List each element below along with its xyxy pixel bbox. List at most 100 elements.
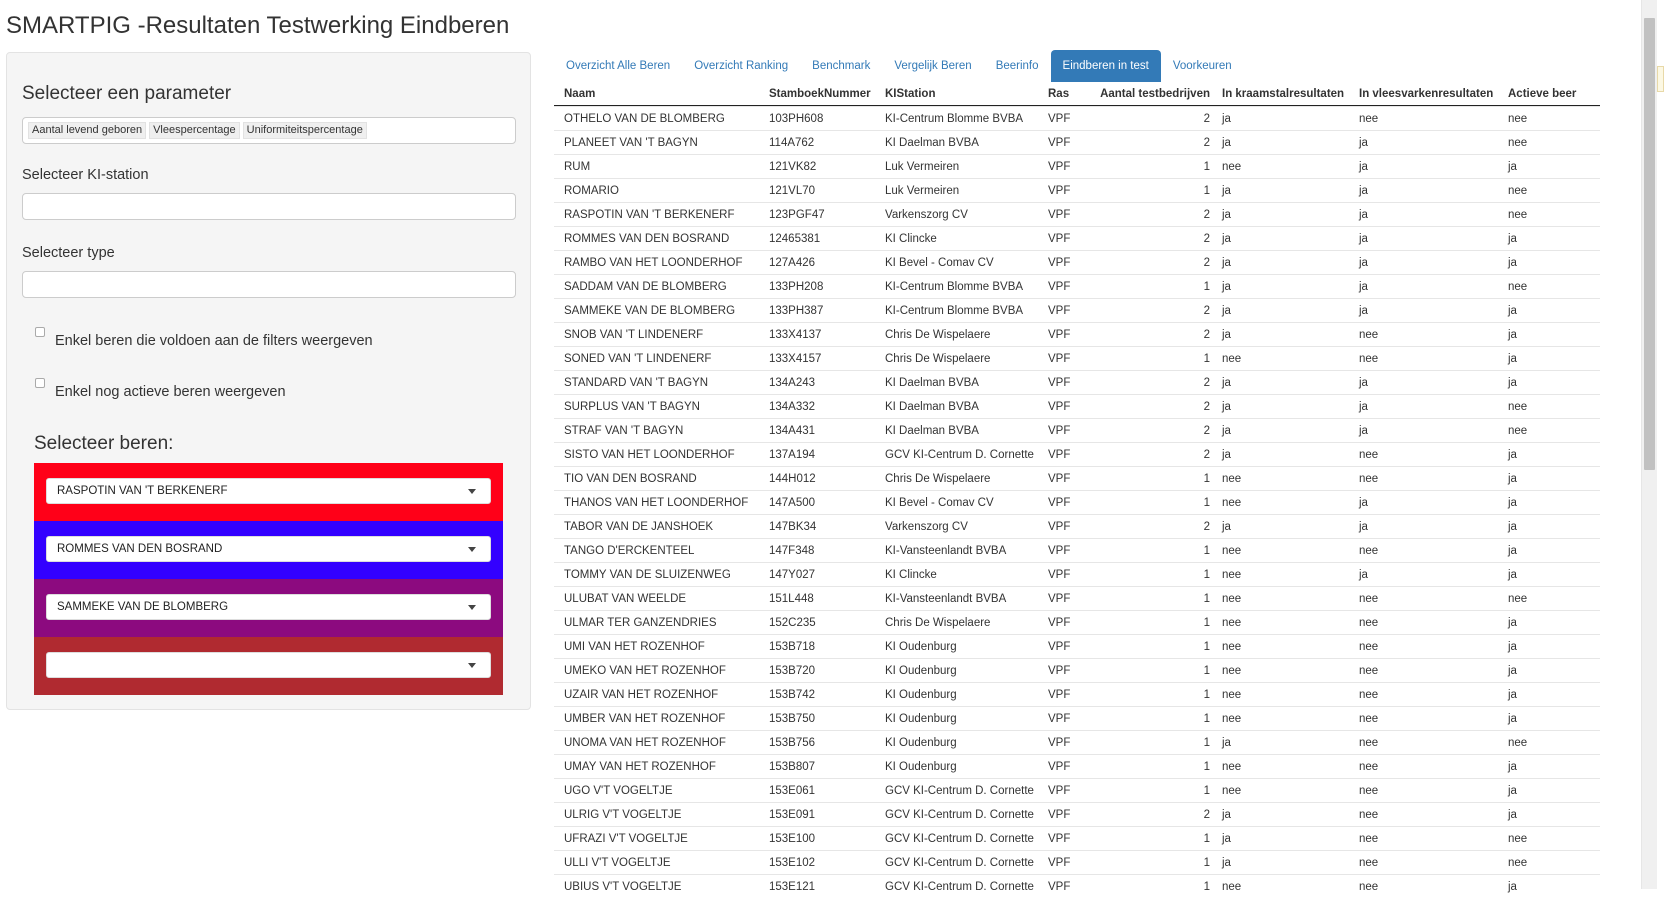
- column-header[interactable]: Actieve beer: [1508, 87, 1577, 100]
- table-row[interactable]: RASPOTIN VAN 'T BERKENERF 123PGF47 Varkens…: [554, 202, 1600, 226]
- station-select[interactable]: [22, 193, 516, 220]
- table-row[interactable]: SAMMEKE VAN DE BLOMBERG 133PH387 KI-Centru…: [554, 298, 1600, 322]
- table-row[interactable]: UNOMA VAN HET ROZENHOF 153B756 KI Oudenbur…: [554, 730, 1600, 754]
- table-cell: ULMAR TER GANZENDRIES: [564, 616, 717, 629]
- column-header[interactable]: Naam: [564, 87, 596, 100]
- filters-checkbox[interactable]: [35, 327, 45, 337]
- parameter-chip[interactable]: Uniformiteitspercentage: [242, 122, 367, 139]
- table-row[interactable]: SONED VAN 'T LINDENERF 133X4157 Chris De W…: [554, 346, 1600, 370]
- table-cell: VPF: [1048, 640, 1071, 653]
- table-row[interactable]: TIO VAN DEN BOSRAND 144H012 Chris De Wispe…: [554, 466, 1600, 490]
- table-row[interactable]: TABOR VAN DE JANSHOEK 147BK34 Varkenszorg …: [554, 514, 1600, 538]
- table-cell: VPF: [1048, 400, 1071, 413]
- table-cell: GCV KI-Centrum D. Cornette: [885, 808, 1034, 821]
- table-cell: ja: [1508, 784, 1517, 797]
- table-row[interactable]: RUM 121VK82 Luk Vermeiren VPF 1 nee ja ja: [554, 154, 1600, 178]
- tab-voorkeuren[interactable]: Voorkeuren: [1172, 60, 1232, 72]
- table-row[interactable]: OTHELO VAN DE BLOMBERG 103PH608 KI-Centrum…: [554, 106, 1600, 130]
- table-cell: nee: [1222, 784, 1242, 797]
- table-cell: PLANEET VAN 'T BAGYN: [564, 136, 698, 149]
- table-row[interactable]: TOMMY VAN DE SLUIZENWEG 147Y027 KI Clincke…: [554, 562, 1600, 586]
- beer-select-3[interactable]: SAMMEKE VAN DE BLOMBERG: [46, 594, 491, 620]
- table-row[interactable]: ROMARIO 121VL70 Luk Vermeiren VPF 1 ja ja nee: [554, 178, 1600, 202]
- tab-eindberen-in-test[interactable]: Eindberen in test: [1050, 50, 1161, 82]
- type-select[interactable]: [22, 271, 516, 298]
- tab-overzicht-alle-beren[interactable]: Overzicht Alle Beren: [566, 60, 671, 72]
- table-cell: ja: [1222, 856, 1231, 869]
- table-row[interactable]: SURPLUS VAN 'T BAGYN 134A332 KI Daelman BV…: [554, 394, 1600, 418]
- tab-benchmark[interactable]: Benchmark: [812, 60, 871, 72]
- filters-checkbox-row[interactable]: Enkel beren die voldoen aan de filters w…: [35, 326, 373, 349]
- table-row[interactable]: STANDARD VAN 'T BAGYN 134A243 KI Daelman B…: [554, 370, 1600, 394]
- table-row[interactable]: ULMAR TER GANZENDRIES 152C235 Chris De Wis…: [554, 610, 1600, 634]
- beer-select-value: SAMMEKE VAN DE BLOMBERG: [57, 601, 229, 613]
- table-cell: 1: [1203, 760, 1210, 773]
- column-header[interactable]: StamboekNummer: [769, 87, 871, 100]
- table-row[interactable]: TANGO D'ERCKENTEEL 147F348 KI-Vansteenland…: [554, 538, 1600, 562]
- beer-select-2[interactable]: ROMMES VAN DEN BOSRAND: [46, 536, 491, 562]
- page-scrollbar[interactable]: [1641, 0, 1657, 889]
- tab-vergelijk-beren[interactable]: Vergelijk Beren: [894, 60, 972, 72]
- table-cell: VPF: [1048, 352, 1071, 365]
- table-row[interactable]: STRAF VAN 'T BAGYN 134A431 KI Daelman BVBA…: [554, 418, 1600, 442]
- table-row[interactable]: UGO V'T VOGELTJE 153E061 GCV KI-Centrum D.…: [554, 778, 1600, 802]
- table-cell: KI Daelman BVBA: [885, 136, 979, 149]
- table-cell: 2: [1203, 256, 1210, 269]
- table-row[interactable]: SISTO VAN HET LOONDERHOF 137A194 GCV KI-Ce…: [554, 442, 1600, 466]
- table-row[interactable]: UMEKO VAN HET ROZENHOF 153B720 KI Oudenbur…: [554, 658, 1600, 682]
- tab-beerinfo[interactable]: Beerinfo: [995, 60, 1039, 72]
- table-cell: KI-Vansteenlandt BVBA: [885, 544, 1007, 557]
- table-row[interactable]: UZAIR VAN HET ROZENHOF 153B742 KI Oudenbur…: [554, 682, 1600, 706]
- table-cell: 2: [1203, 448, 1210, 461]
- table-row[interactable]: ROMMES VAN DEN BOSRAND 12465381 KI Clincke…: [554, 226, 1600, 250]
- parameter-chip[interactable]: Aantal levend geboren: [28, 122, 147, 139]
- table-row[interactable]: ULRIG V'T VOGELTJE 153E091 GCV KI-Centrum …: [554, 802, 1600, 826]
- table-row[interactable]: UBIUS V'T VOGELTJE 153E121 GCV KI-Centrum …: [554, 874, 1600, 898]
- table-cell: ja: [1222, 400, 1231, 413]
- table-row[interactable]: RAMBO VAN HET LOONDERHOF 127A426 KI Bevel …: [554, 250, 1600, 274]
- table-row[interactable]: UMBER VAN HET ROZENHOF 153B750 KI Oudenbur…: [554, 706, 1600, 730]
- table-cell: nee: [1222, 544, 1242, 557]
- active-checkbox-row[interactable]: Enkel nog actieve beren weergeven: [35, 377, 286, 400]
- beer-color-bar: [34, 637, 503, 695]
- table-cell: nee: [1359, 664, 1379, 677]
- table-row[interactable]: ULUBAT VAN WEELDE 151L448 KI-Vansteenlandt…: [554, 586, 1600, 610]
- table-cell: nee: [1222, 496, 1242, 509]
- table-cell: RUM: [564, 160, 591, 173]
- table-row[interactable]: THANOS VAN HET LOONDERHOF 147A500 KI Bevel…: [554, 490, 1600, 514]
- table-row[interactable]: ULLI V'T VOGELTJE 153E102 GCV KI-Centrum D…: [554, 850, 1600, 874]
- table-cell: 2: [1203, 808, 1210, 821]
- table-row[interactable]: SNOB VAN 'T LINDENERF 133X4137 Chris De Wi…: [554, 322, 1600, 346]
- table-cell: 133PH387: [769, 304, 824, 317]
- beer-select-4[interactable]: [46, 652, 491, 678]
- scrollbar-thumb[interactable]: [1644, 18, 1655, 470]
- table-cell: nee: [1222, 472, 1242, 485]
- table-cell: nee: [1508, 424, 1528, 437]
- table-cell: 1: [1203, 784, 1210, 797]
- table-cell: KI Clincke: [885, 568, 937, 581]
- table-row[interactable]: UMAY VAN HET ROZENHOF 153B807 KI Oudenburg…: [554, 754, 1600, 778]
- parameter-chip[interactable]: Vleespercentage: [149, 122, 240, 139]
- table-cell: ja: [1222, 136, 1231, 149]
- table-cell: VPF: [1048, 784, 1071, 797]
- table-cell: SURPLUS VAN 'T BAGYN: [564, 400, 700, 413]
- table-cell: 1: [1203, 496, 1210, 509]
- table-cell: 153B750: [769, 712, 816, 725]
- column-header[interactable]: Ras: [1048, 87, 1070, 100]
- table-row[interactable]: SADDAM VAN DE BLOMBERG 133PH208 KI-Centrum…: [554, 274, 1600, 298]
- table-cell: nee: [1508, 856, 1528, 869]
- table-row[interactable]: UFRAZI V'T VOGELTJE 153E100 GCV KI-Centrum…: [554, 826, 1600, 850]
- tab-overzicht-ranking[interactable]: Overzicht Ranking: [694, 60, 789, 72]
- active-checkbox[interactable]: [35, 378, 45, 388]
- column-header[interactable]: In vleesvarkenresultaten: [1359, 87, 1494, 100]
- table-row[interactable]: UMI VAN HET ROZENHOF 153B718 KI Oudenburg V…: [554, 634, 1600, 658]
- table-cell: nee: [1359, 832, 1379, 845]
- chevron-down-icon: [468, 489, 476, 494]
- parameter-select[interactable]: Aantal levend geboren Vleespercentage Un…: [22, 117, 516, 144]
- column-header[interactable]: In kraamstalresultaten: [1222, 87, 1345, 100]
- beer-select-1[interactable]: RASPOTIN VAN 'T BERKENERF: [46, 478, 491, 504]
- column-header[interactable]: Aantal testbedrijven: [1100, 87, 1210, 100]
- table-cell: 1: [1203, 472, 1210, 485]
- table-row[interactable]: PLANEET VAN 'T BAGYN 114A762 KI Daelman BV…: [554, 130, 1600, 154]
- column-header[interactable]: KIStation: [885, 87, 936, 100]
